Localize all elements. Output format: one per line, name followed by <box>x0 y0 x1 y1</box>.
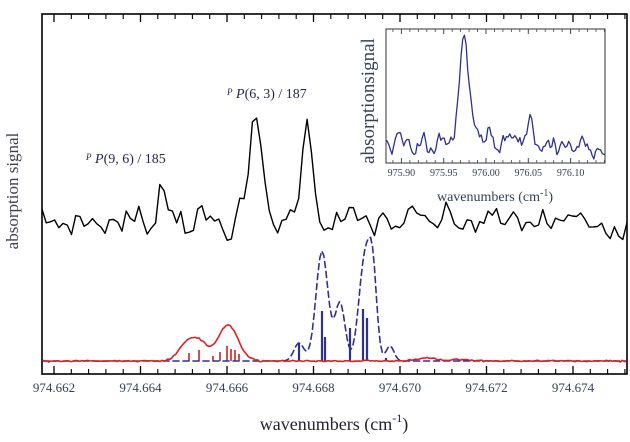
svg-text:974.672: 974.672 <box>465 380 507 395</box>
svg-text:974.670: 974.670 <box>379 380 421 395</box>
svg-text:wavenumbers (cm-1): wavenumbers (cm-1) <box>437 188 553 206</box>
svg-text:P P(6, 3) / 187: P P(6, 3) / 187 <box>226 87 307 102</box>
svg-text:974.664: 974.664 <box>119 380 162 395</box>
svg-text:976.05: 976.05 <box>515 168 543 179</box>
svg-text:976.10: 976.10 <box>557 168 585 179</box>
svg-text:974.662: 974.662 <box>33 380 75 395</box>
svg-text:976.00: 976.00 <box>472 168 500 179</box>
svg-text:absorptionsignal: absorptionsignal <box>358 38 379 164</box>
svg-text:wavenumbers (cm-1): wavenumbers (cm-1) <box>260 411 408 435</box>
svg-text:absorption signal: absorption signal <box>3 132 22 249</box>
svg-text:975.95: 975.95 <box>430 168 458 179</box>
svg-text:P P(9, 6) / 185: P P(9, 6) / 185 <box>85 152 166 167</box>
svg-text:974.668: 974.668 <box>292 380 334 395</box>
svg-text:975.90: 975.90 <box>388 168 416 179</box>
svg-text:974.674: 974.674 <box>552 380 595 395</box>
svg-text:974.666: 974.666 <box>206 380 249 395</box>
